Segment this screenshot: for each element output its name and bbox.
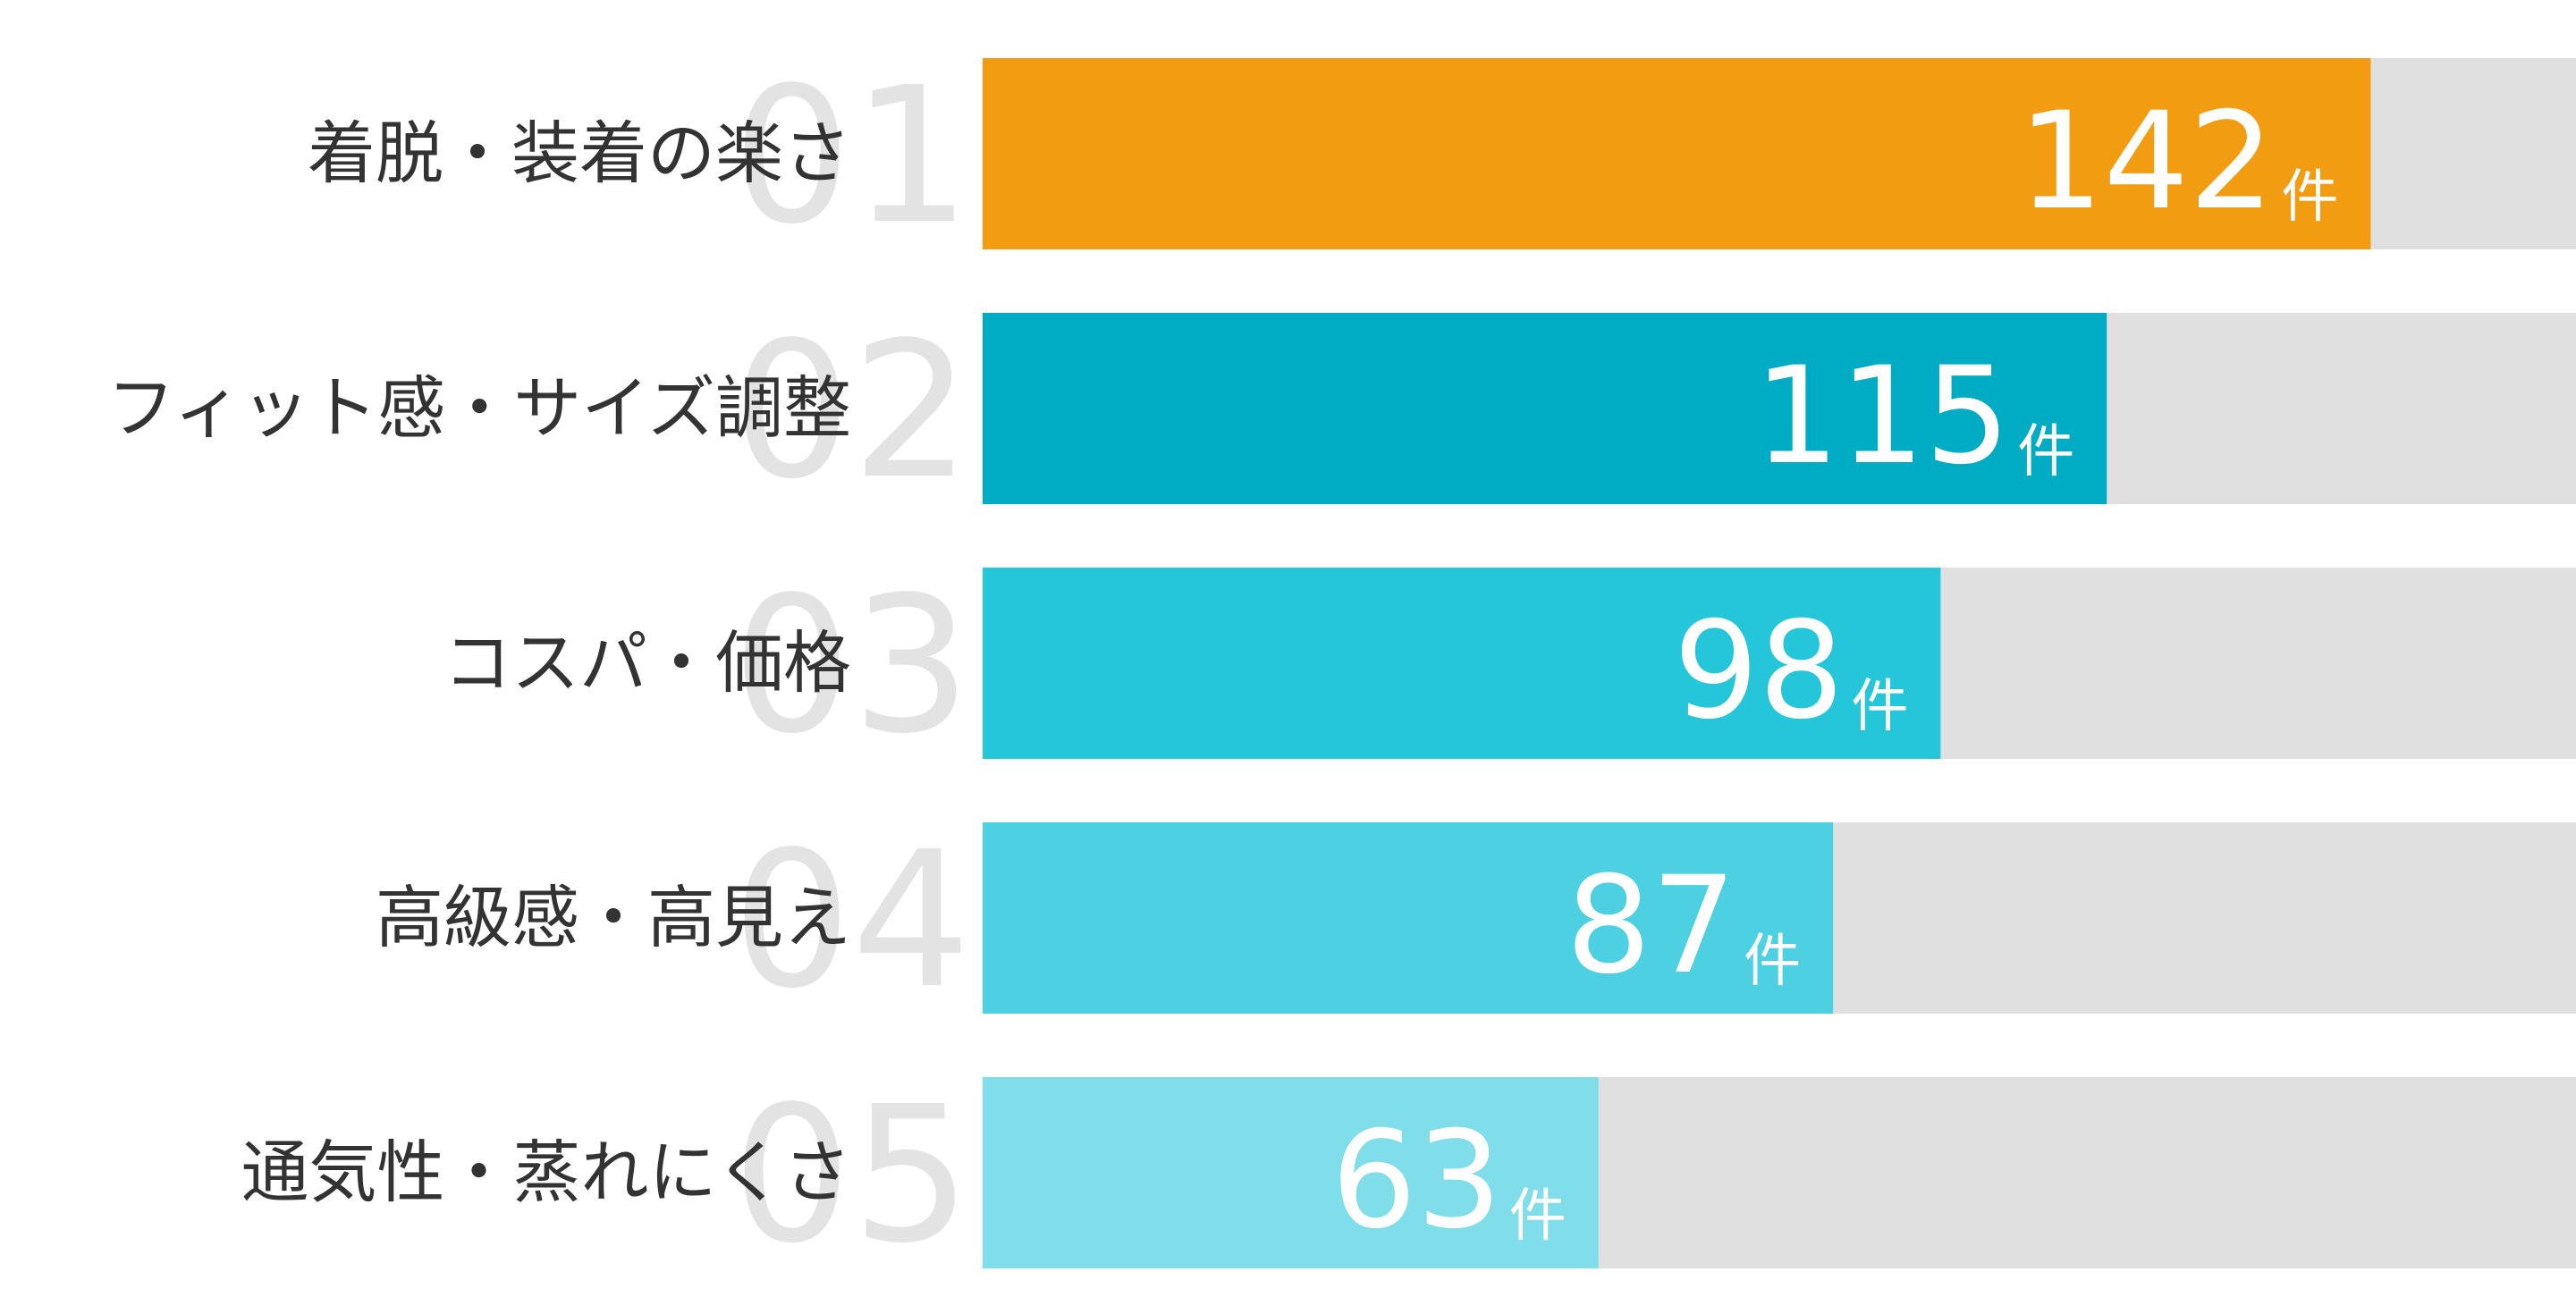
value-label: 98 [1674, 594, 1845, 749]
value-unit: 件 [1744, 929, 1801, 995]
value-unit: 件 [2017, 419, 2074, 485]
category-label: 高級感・高見え [376, 878, 851, 957]
value-label: 142 [2018, 84, 2274, 240]
rank-number: 03 [732, 556, 971, 775]
bar [983, 1077, 1599, 1268]
value-label: 115 [1754, 339, 2010, 494]
value-unit: 件 [2281, 164, 2338, 231]
bar [983, 568, 1941, 759]
value-unit: 件 [1509, 1183, 1567, 1250]
rank-number: 01 [732, 46, 971, 265]
value-unit: 件 [1851, 674, 1908, 740]
category-label: フィット感・サイズ調整 [107, 368, 851, 448]
category-label: 通気性・蒸れにくさ [241, 1133, 851, 1212]
category-label: 着脱・装着の楽さ [308, 114, 851, 193]
bar [983, 822, 1834, 1014]
bar [983, 58, 2371, 249]
value-label: 63 [1331, 1103, 1502, 1259]
bar [983, 313, 2107, 504]
rank-number: 02 [732, 301, 971, 520]
rank-number: 05 [732, 1066, 971, 1285]
rank-number: 04 [732, 811, 971, 1030]
value-label: 87 [1566, 848, 1736, 1004]
category-label: コスパ・価格 [443, 623, 851, 703]
